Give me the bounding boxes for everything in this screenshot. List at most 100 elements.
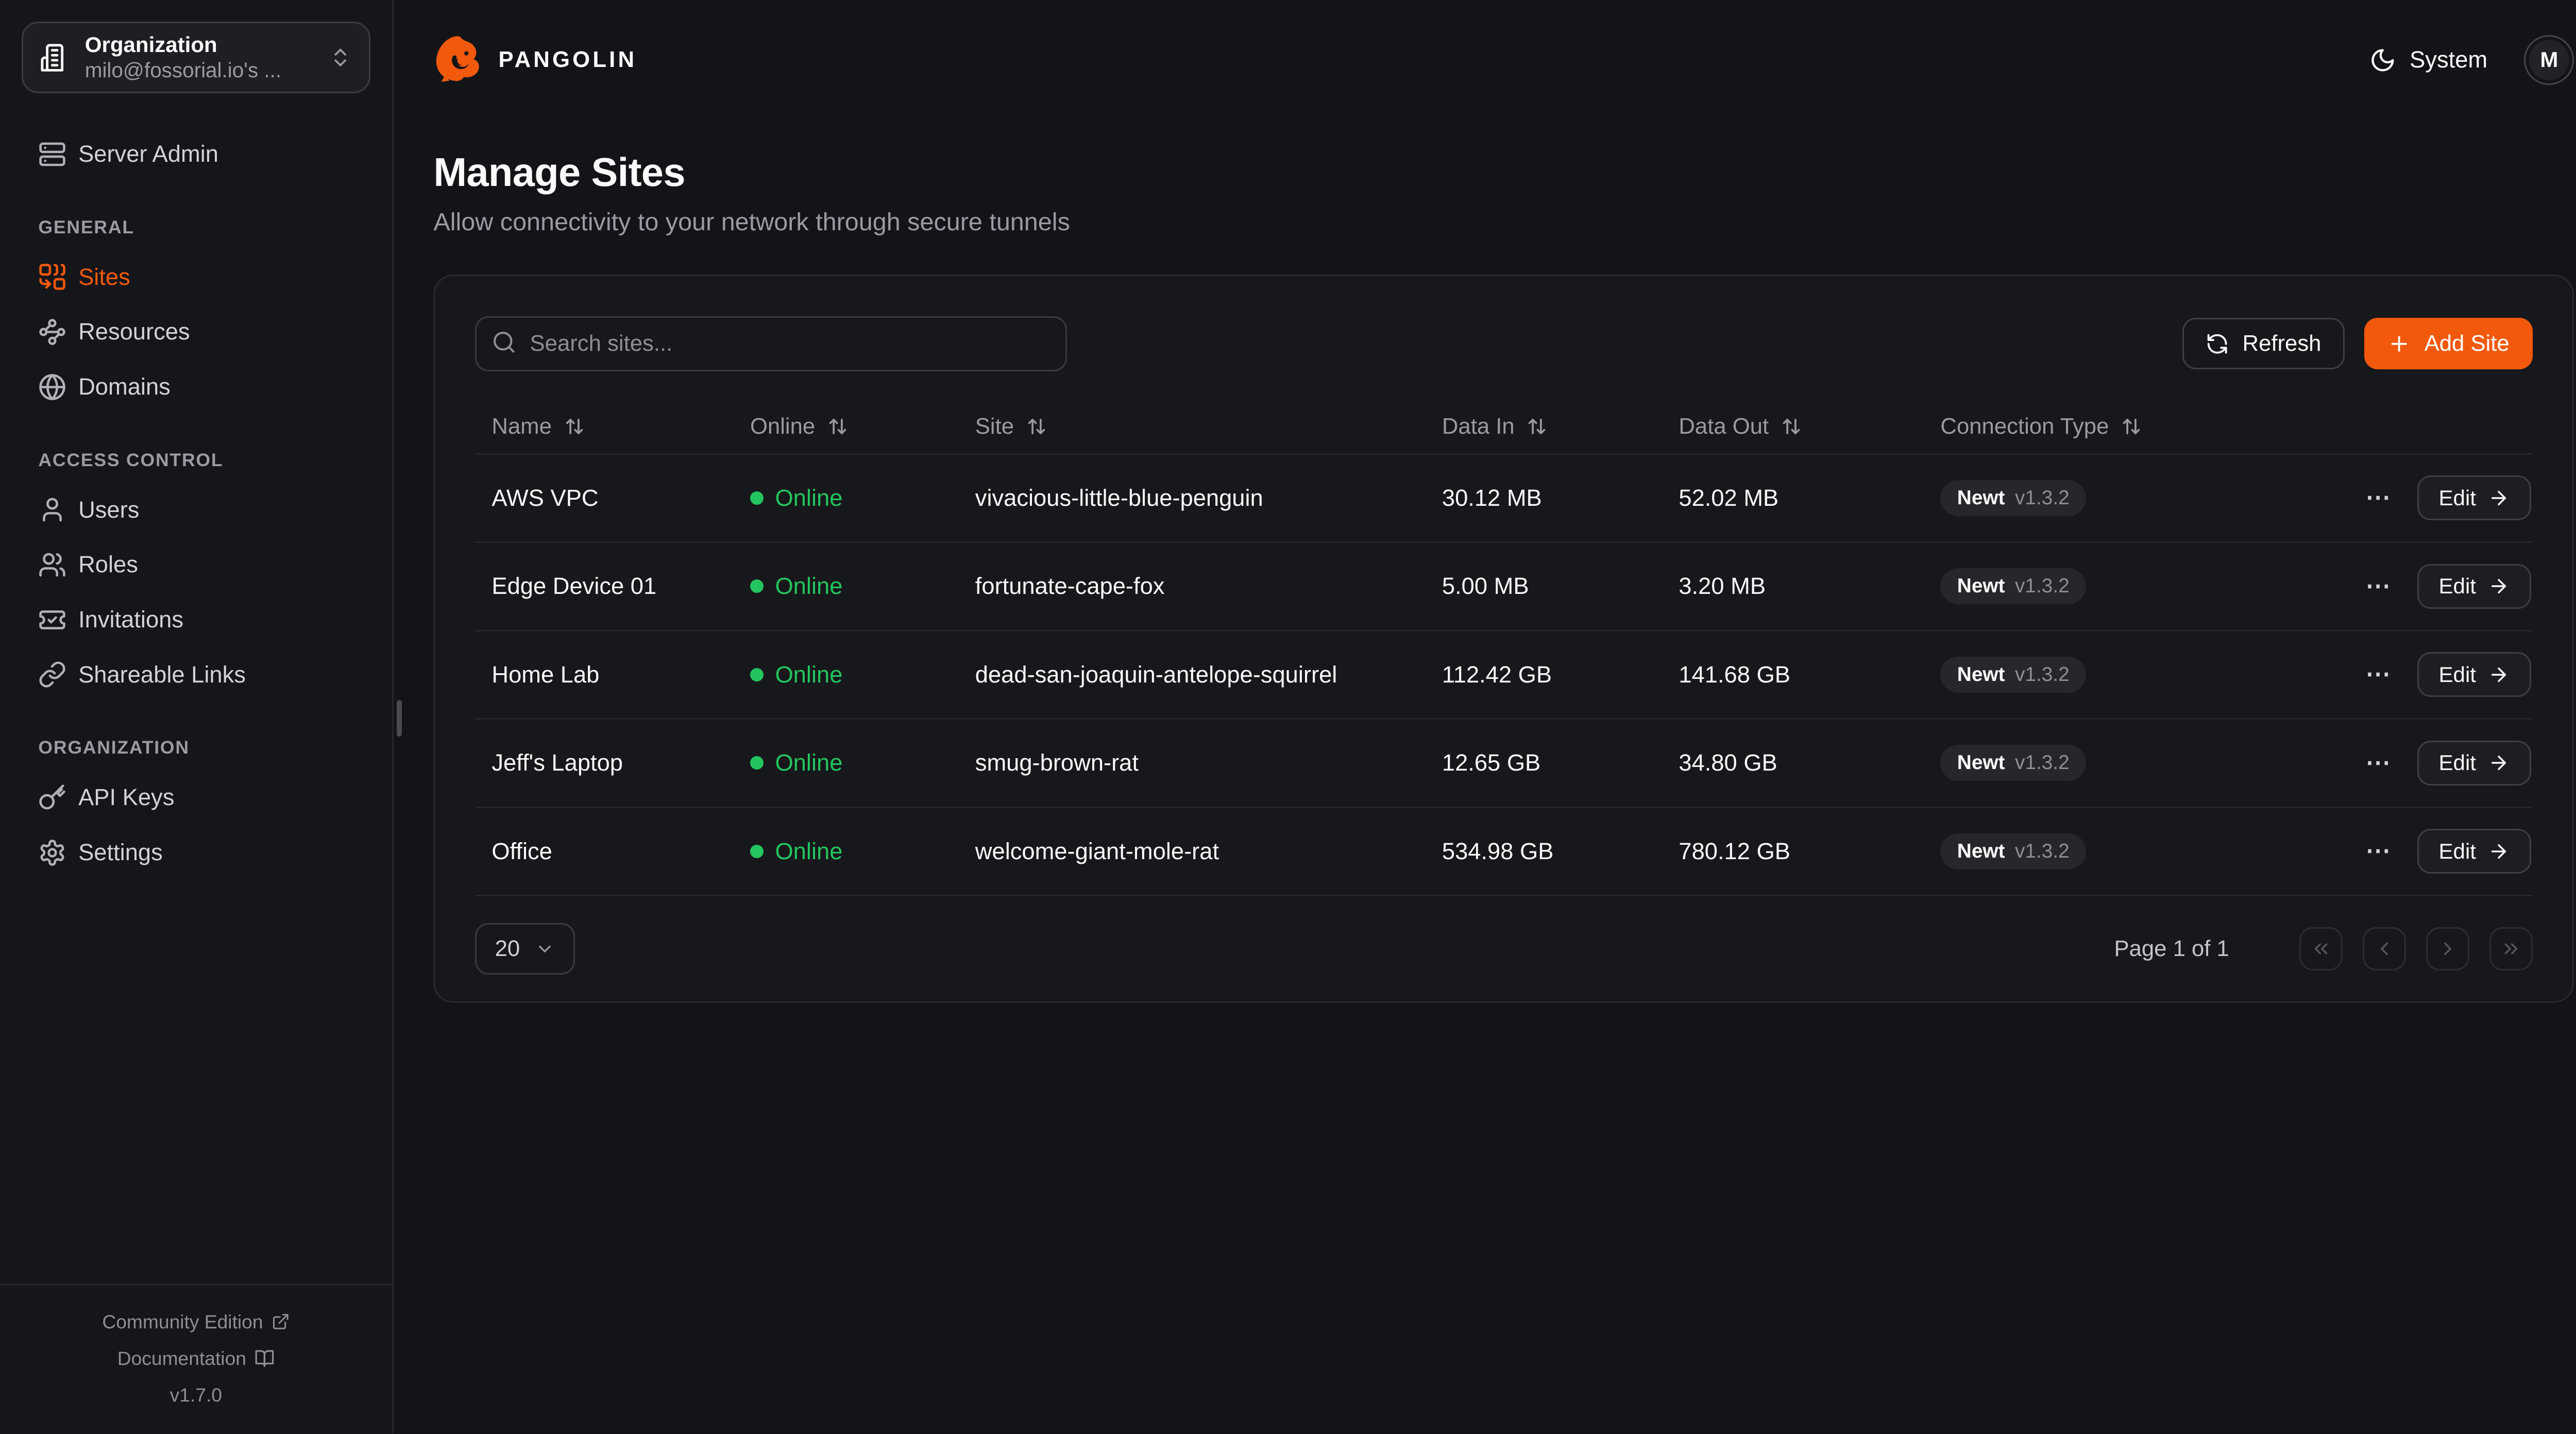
sidebar-item-domains[interactable]: Domains <box>22 360 370 415</box>
column-header-online[interactable]: Online <box>750 414 975 439</box>
building-icon <box>40 43 70 73</box>
sidebar-item-label: Domains <box>78 373 171 400</box>
page-size-select[interactable]: 20 <box>475 923 575 975</box>
search-input[interactable] <box>475 316 1067 371</box>
sidebar-item-roles[interactable]: Roles <box>22 537 370 592</box>
connection-type-name: Newt <box>1957 752 2005 774</box>
arrow-right-icon <box>2488 487 2510 509</box>
table-row: Home Lab Online dead-san-joaquin-antelop… <box>475 631 2533 720</box>
edit-button[interactable]: Edit <box>2417 564 2531 609</box>
connection-type-cell: Newt v1.3.2 <box>1940 480 2359 516</box>
online-status: Online <box>750 485 975 511</box>
combine-icon <box>38 263 66 291</box>
search-icon <box>492 330 517 355</box>
topbar-right: System M <box>2369 35 2574 86</box>
data-in-value: 112.42 GB <box>1442 661 1552 688</box>
site-name: Jeff's Laptop <box>492 749 623 776</box>
online-dot-icon <box>750 844 764 858</box>
data-out-value: 34.80 GB <box>1679 749 1777 776</box>
site-name: Edge Device 01 <box>492 573 657 600</box>
data-out-value: 3.20 MB <box>1679 573 1766 600</box>
row-actions: ⋯ Edit <box>2359 564 2533 609</box>
sidebar-item-label: API Keys <box>78 784 175 811</box>
connection-type-name: Newt <box>1957 663 2005 686</box>
documentation-link[interactable]: Documentation <box>0 1340 392 1377</box>
user-icon <box>38 496 66 524</box>
org-selector[interactable]: Organization milo@fossorial.io's ... <box>22 22 370 94</box>
table-body: AWS VPC Online vivacious-little-blue-pen… <box>475 455 2533 896</box>
column-header-site[interactable]: Site <box>975 414 1442 439</box>
refresh-button[interactable]: Refresh <box>2182 318 2345 370</box>
column-header-name[interactable]: Name <box>492 414 750 439</box>
column-header-data-out[interactable]: Data Out <box>1679 414 1940 439</box>
sidebar-item-server-admin[interactable]: Server Admin <box>22 127 370 182</box>
plus-icon <box>2387 332 2411 355</box>
avatar[interactable]: M <box>2524 35 2574 86</box>
prev-page-button[interactable] <box>2362 927 2406 970</box>
table-row: AWS VPC Online vivacious-little-blue-pen… <box>475 455 2533 543</box>
users-icon <box>38 551 66 579</box>
arrow-up-down-icon <box>2121 416 2142 437</box>
community-edition-link[interactable]: Community Edition <box>0 1304 392 1340</box>
online-status: Online <box>750 573 975 600</box>
edit-label: Edit <box>2438 662 2476 687</box>
connection-type-version: v1.3.2 <box>2014 575 2070 598</box>
site-slug: dead-san-joaquin-antelope-squirrel <box>975 661 1337 688</box>
page-title: Manage Sites <box>433 150 685 195</box>
sidebar-item-resources[interactable]: Resources <box>22 304 370 360</box>
row-menu-button[interactable]: ⋯ <box>2365 572 2393 600</box>
section-label-access-control: ACCESS CONTROL <box>38 449 224 470</box>
sidebar-item-api-keys[interactable]: API Keys <box>22 770 370 825</box>
sidebar-item-users[interactable]: Users <box>22 482 370 537</box>
sidebar-item-label: Roles <box>78 551 138 578</box>
site-slug: welcome-giant-mole-rat <box>975 838 1219 864</box>
sidebar-item-label: Settings <box>78 839 163 866</box>
key-icon <box>38 783 66 812</box>
link-icon <box>38 660 66 689</box>
row-menu-button[interactable]: ⋯ <box>2365 484 2393 512</box>
add-site-label: Add Site <box>2424 331 2510 356</box>
topbar: PANGOLIN System M <box>433 0 2574 120</box>
edit-label: Edit <box>2438 750 2476 775</box>
toolbar-right: Refresh Add Site <box>2182 318 2533 370</box>
sidebar: Organization milo@fossorial.io's ... Ser… <box>0 0 394 1433</box>
column-header-data-in[interactable]: Data In <box>1442 414 1679 439</box>
data-in-value: 534.98 GB <box>1442 838 1554 864</box>
sidebar-item-label: Resources <box>78 318 190 345</box>
connection-type-name: Newt <box>1957 575 2005 598</box>
sidebar-item-shareable-links[interactable]: Shareable Links <box>22 647 370 703</box>
ticket-check-icon <box>38 606 66 634</box>
app-version: v1.7.0 <box>170 1384 223 1406</box>
row-menu-button[interactable]: ⋯ <box>2365 837 2393 865</box>
table-row: Office Online welcome-giant-mole-rat 534… <box>475 808 2533 896</box>
connection-type-version: v1.3.2 <box>2014 486 2070 509</box>
row-actions: ⋯ Edit <box>2359 475 2533 521</box>
site-name: Office <box>492 838 552 864</box>
chevrons-up-down-icon <box>329 46 352 69</box>
sidebar-item-invitations[interactable]: Invitations <box>22 592 370 647</box>
edit-button[interactable]: Edit <box>2417 652 2531 697</box>
theme-toggle[interactable]: System <box>2369 46 2487 73</box>
data-out-value: 141.68 GB <box>1679 661 1790 688</box>
add-site-button[interactable]: Add Site <box>2364 318 2533 370</box>
edit-button[interactable]: Edit <box>2417 740 2531 786</box>
edit-button[interactable]: Edit <box>2417 829 2531 874</box>
row-menu-button[interactable]: ⋯ <box>2365 748 2393 777</box>
column-header-connection-type[interactable]: Connection Type <box>1940 414 2359 439</box>
sidebar-resize-handle[interactable] <box>397 700 402 737</box>
gear-icon <box>38 839 66 867</box>
page-info: Page 1 of 1 <box>2114 935 2229 961</box>
data-out-value: 52.02 MB <box>1679 484 1779 511</box>
first-page-button[interactable] <box>2299 927 2343 970</box>
sidebar-item-settings[interactable]: Settings <box>22 825 370 880</box>
sites-card: Refresh Add Site Name Online Site Data I… <box>433 275 2574 1003</box>
avatar-initial: M <box>2540 47 2558 72</box>
edit-button[interactable]: Edit <box>2417 475 2531 521</box>
row-menu-button[interactable]: ⋯ <box>2365 660 2393 689</box>
site-slug: fortunate-cape-fox <box>975 573 1165 600</box>
next-page-button[interactable] <box>2426 927 2469 970</box>
online-label: Online <box>775 838 843 864</box>
sidebar-item-sites[interactable]: Sites <box>22 249 370 304</box>
edit-label: Edit <box>2438 574 2476 599</box>
last-page-button[interactable] <box>2489 927 2533 970</box>
